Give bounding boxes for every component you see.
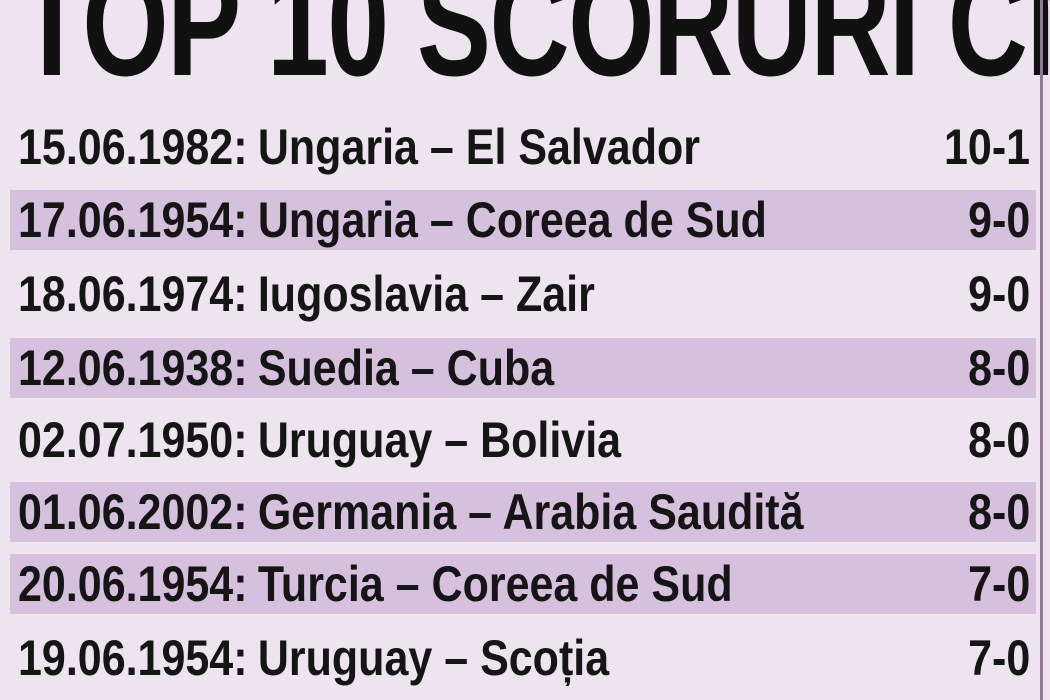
match-text: 20.06.1954: Turcia – Coreea de Sud: [18, 558, 733, 610]
score: 9-0: [967, 266, 1030, 322]
date: 15.06.1982:: [18, 119, 248, 175]
match-text: 02.07.1950: Uruguay – Bolivia: [18, 414, 621, 466]
date: 20.06.1954:: [18, 556, 248, 612]
match-text: 12.06.1938: Suedia – Cuba: [18, 342, 554, 394]
match: Ungaria – Coreea de Sud: [257, 192, 767, 248]
score: 8-0: [967, 484, 1030, 540]
score: 7-0: [967, 556, 1030, 612]
match: Uruguay – Bolivia: [257, 412, 622, 468]
score: 7-0: [967, 630, 1030, 686]
match: Germania – Arabia Saudită: [257, 484, 804, 540]
table-row: 19.06.1954: Uruguay – Scoția 7-0: [10, 628, 1036, 688]
date: 18.06.1974:: [18, 266, 248, 322]
match: Iugoslavia – Zair: [257, 266, 595, 322]
match: Turcia – Coreea de Sud: [257, 556, 733, 612]
date: 02.07.1950:: [18, 412, 248, 468]
border: [1040, 0, 1043, 700]
table-row: 20.06.1954: Turcia – Coreea de Sud 7-0: [10, 554, 1036, 614]
match-text: 01.06.2002: Germania – Arabia Saudită: [18, 486, 804, 538]
table-row: 12.06.1938: Suedia – Cuba 8-0: [10, 338, 1036, 398]
match-text: 19.06.1954: Uruguay – Scoția: [18, 632, 609, 684]
score: 9-0: [967, 192, 1030, 248]
match: Ungaria – El Salvador: [257, 119, 700, 175]
score: 8-0: [967, 412, 1030, 468]
date: 01.06.2002:: [18, 484, 248, 540]
table-row: 18.06.1974: Iugoslavia – Zair 9-0: [10, 264, 1036, 324]
table-row: 17.06.1954: Ungaria – Coreea de Sud 9-0: [10, 190, 1036, 250]
match-text: 15.06.1982: Ungaria – El Salvador: [18, 121, 700, 173]
score: 8-0: [967, 340, 1030, 396]
match: Suedia – Cuba: [257, 340, 555, 396]
match-text: 17.06.1954: Ungaria – Coreea de Sud: [18, 194, 767, 246]
score: 10-1: [943, 119, 1030, 175]
date: 19.06.1954:: [18, 630, 248, 686]
table-row: 15.06.1982: Ungaria – El Salvador 10-1: [10, 117, 1036, 177]
table-row: 02.07.1950: Uruguay – Bolivia 8-0: [10, 410, 1036, 470]
date: 12.06.1938:: [18, 340, 248, 396]
title: TOP 10 SCORURI CM: [18, 0, 1050, 107]
match: Uruguay – Scoția: [257, 630, 610, 686]
match-text: 18.06.1974: Iugoslavia – Zair: [18, 268, 595, 320]
date: 17.06.1954:: [18, 192, 248, 248]
table-row: 01.06.2002: Germania – Arabia Saudită 8-0: [10, 482, 1036, 542]
